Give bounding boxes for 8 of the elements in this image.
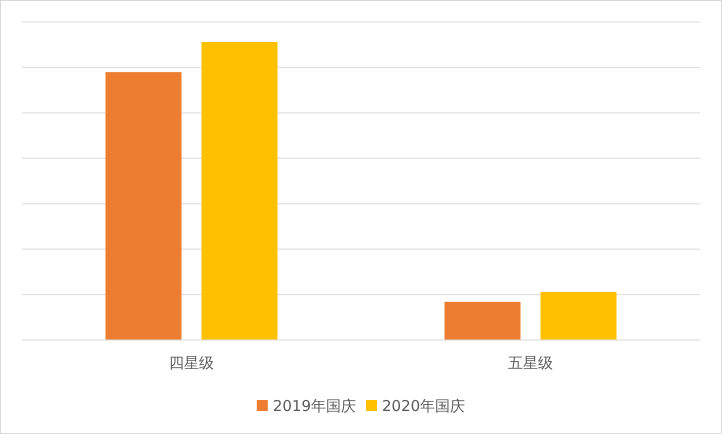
legend-label: 2020年国庆 [382, 397, 466, 415]
bar [540, 292, 616, 340]
bar [444, 302, 520, 340]
x-tick-label: 四星级 [169, 354, 214, 372]
bar [106, 72, 182, 340]
bar [202, 42, 278, 340]
legend-label: 2019年国庆 [272, 397, 356, 415]
x-tick-label: 五星级 [508, 354, 553, 372]
